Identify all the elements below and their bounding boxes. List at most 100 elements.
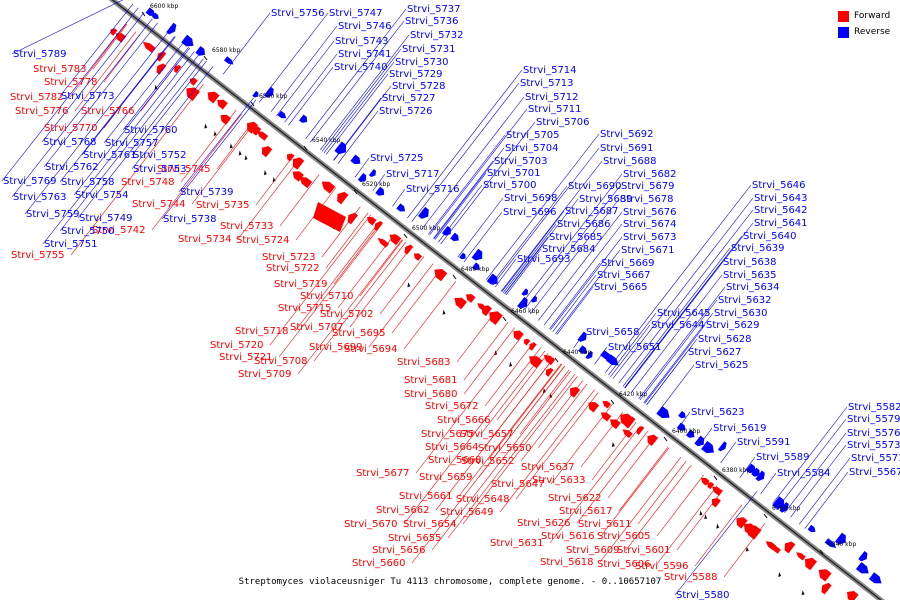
axis-tick-label: 6460 kbp: [511, 308, 539, 315]
reverse-label-connector: [657, 364, 695, 414]
forward-gene-arrow: [602, 401, 611, 409]
forward-label-connector: [487, 363, 563, 461]
reverse-gene-label: Strvi_5732: [410, 30, 464, 41]
reverse-label-connector: [354, 157, 370, 178]
misc-feature-mark: [801, 590, 805, 596]
forward-label-connector: [656, 474, 704, 537]
forward-label-connector: [625, 465, 692, 551]
reverse-gene-label: Strvi_5769: [3, 176, 57, 187]
genome-axis-core: [111, 0, 887, 604]
reverse-gene-label: Strvi_5763: [13, 192, 67, 203]
forward-gene-label: Strvi_5605: [597, 531, 651, 542]
reverse-gene-arrow: [521, 288, 529, 296]
forward-gene-label: Strvi_5755: [11, 250, 65, 261]
forward-label-connector: [278, 223, 383, 358]
forward-label-connector: [723, 522, 766, 578]
forward-gene-label: Strvi_5720: [210, 340, 264, 351]
forward-gene-arrow: [545, 368, 554, 377]
reverse-label-connector: [11, 0, 124, 55]
forward-label-connector: [237, 158, 300, 240]
reverse-label-connector: [501, 210, 565, 293]
reverse-gene-label: Strvi_5717: [386, 169, 440, 180]
reverse-label-connector: [428, 134, 506, 235]
forward-gene-arrow: [454, 297, 468, 310]
reverse-label-connector: [321, 48, 402, 152]
forward-gene-label: Strvi_5596: [635, 561, 689, 572]
reverse-gene-arrow: [772, 496, 785, 509]
reverse-label-connector: [222, 12, 271, 75]
reverse-label-connector: [610, 324, 651, 377]
reverse-label-connector: [42, 51, 195, 245]
reverse-gene-label: Strvi_5628: [698, 334, 752, 345]
forward-label-connector: [349, 246, 412, 328]
forward-gene-label: Strvi_5734: [178, 234, 232, 245]
forward-gene-arrow: [588, 401, 600, 413]
forward-gene-label: Strvi_5721: [219, 352, 273, 363]
reverse-swatch: [838, 26, 849, 38]
reverse-label-connector: [333, 85, 392, 161]
reverse-gene-arrow: [151, 12, 159, 20]
reverse-label-connector: [622, 247, 731, 387]
reverse-gene-label: Strvi_5759: [26, 209, 80, 220]
forward-gene-label: Strvi_5654: [403, 519, 457, 530]
forward-gene-label: Strvi_5611: [578, 519, 632, 530]
forward-gene-arrow: [142, 41, 156, 53]
forward-gene-arrow: [389, 234, 402, 246]
reverse-label-connector: [500, 160, 603, 292]
reverse-label-connector: [760, 472, 777, 495]
reverse-label-connector: [77, 58, 204, 219]
axis-tick-mark: [502, 316, 507, 322]
forward-gene-arrow: [805, 557, 818, 571]
forward-gene-label: Strvi_5668: [428, 455, 482, 466]
reverse-gene-arrow: [807, 524, 816, 533]
axis-tick-label: 6380 kbp: [722, 467, 750, 474]
reverse-label-connector: [720, 441, 737, 464]
misc-feature-mark: [778, 572, 782, 578]
reverse-gene-label: Strvi_5629: [706, 320, 760, 331]
reverse-gene-label: Strvi_5635: [723, 270, 777, 281]
forward-gene-arrow: [701, 477, 710, 486]
axis-tick-label: 6360 kbp: [772, 505, 800, 512]
reverse-label-connector: [502, 223, 557, 294]
forward-gene-arrow: [189, 78, 198, 86]
misc-feature-mark: [509, 361, 513, 367]
forward-label-connector: [480, 350, 546, 435]
reverse-gene-arrow: [471, 248, 483, 261]
forward-gene-label: Strvi_5601: [617, 545, 671, 556]
reverse-label-connector: [43, 22, 158, 168]
reverse-label-connector: [804, 471, 849, 529]
legend-forward: Forward: [838, 8, 890, 24]
forward-gene-label: Strvi_5670: [344, 519, 398, 530]
reverse-label-connector: [504, 236, 549, 295]
forward-gene-label: Strvi_5618: [540, 557, 594, 568]
axis-tick-mark: [763, 513, 768, 519]
reverse-gene-arrow: [701, 440, 714, 454]
axis-tick-label: 6540 kbp: [312, 137, 340, 144]
axis-tick-mark: [713, 475, 718, 481]
reverse-gene-label: Strvi_5701: [487, 168, 541, 179]
reverse-gene-label: Strvi_5658: [586, 327, 640, 338]
reverse-gene-arrow: [656, 406, 670, 419]
reverse-gene-label: Strvi_5749: [79, 213, 133, 224]
reverse-label-connector: [639, 299, 718, 401]
forward-gene-arrow: [711, 497, 721, 508]
axis-tick-mark: [203, 55, 208, 61]
forward-gene-label: Strvi_5657: [460, 429, 514, 440]
misc-feature-mark: [716, 523, 720, 529]
forward-label-connector: [391, 269, 441, 334]
forward-label-connector: [297, 239, 403, 375]
reverse-label-connector: [457, 197, 504, 258]
forward-gene-label: Strvi_5626: [517, 518, 571, 529]
reverse-label-connector: [325, 73, 389, 155]
forward-gene-label: Strvi_5783: [33, 64, 87, 75]
forward-label-connector: [537, 383, 588, 449]
misc-feature-mark: [213, 130, 217, 136]
reverse-gene-arrow: [685, 429, 695, 438]
reverse-gene-label: Strvi_5684: [542, 244, 596, 255]
forward-gene-label: Strvi_5719: [274, 279, 328, 290]
forward-label-connector: [520, 380, 584, 462]
reverse-label-connector: [433, 147, 505, 240]
reverse-gene-label: Strvi_5758: [61, 177, 115, 188]
forward-label-connector: [333, 222, 382, 285]
misc-feature-mark: [442, 309, 446, 315]
